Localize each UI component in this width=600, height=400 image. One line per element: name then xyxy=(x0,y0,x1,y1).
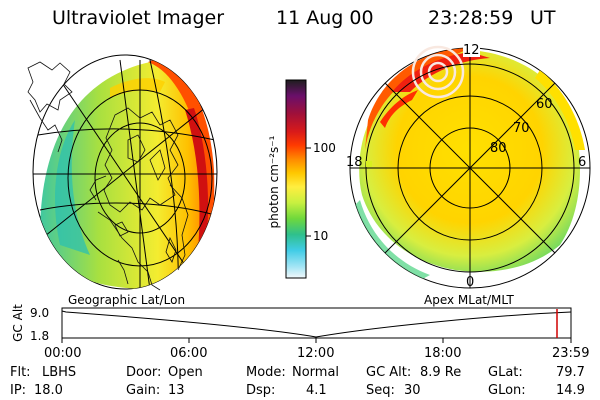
door-label: Door: xyxy=(126,365,162,380)
image-time: 23:28:59 xyxy=(428,7,514,29)
geographic-image xyxy=(27,54,218,291)
altitude-xtick-2359: 23:59 xyxy=(552,346,590,361)
colorbar-unit-label: photon cm⁻²s⁻¹ xyxy=(267,135,281,229)
seq-label: Seq: xyxy=(366,383,395,398)
altitude-plot xyxy=(61,307,572,343)
altitude-xtick-1200: 12:00 xyxy=(297,346,335,361)
colorbar xyxy=(285,79,311,279)
ip-label: IP: xyxy=(10,383,27,398)
dsp-value: 4.1 xyxy=(306,383,327,398)
geographic-label: Geographic Lat/Lon xyxy=(68,293,186,307)
gain-label: Gain: xyxy=(126,383,161,398)
filter-value: LBHS xyxy=(42,365,77,380)
lat-label-60: 60 xyxy=(536,97,553,112)
glon-value: 14.9 xyxy=(556,383,585,398)
seq-value: 30 xyxy=(404,383,421,398)
glon-label: GLon: xyxy=(488,383,526,398)
altitude-ytick-9: 9.0 xyxy=(30,306,50,320)
image-date: 11 Aug 00 xyxy=(276,7,374,29)
mode-value: Normal xyxy=(292,365,340,380)
ip-value: 18.0 xyxy=(34,383,63,398)
lat-label-70: 70 xyxy=(513,121,530,136)
gcalt-value: 8.9 Re xyxy=(420,365,462,380)
magnetic-label: Apex MLat/MLT xyxy=(424,293,514,307)
filter-label: Flt: xyxy=(10,365,31,380)
mlt-label-12: 12 xyxy=(463,43,480,58)
altitude-xtick-0000: 00:00 xyxy=(44,346,82,361)
door-value: Open xyxy=(168,365,203,380)
time-zone: UT xyxy=(530,7,556,29)
glat-value: 79.7 xyxy=(556,365,585,380)
mlt-label-0: 0 xyxy=(466,275,475,290)
altitude-ylabel: GC Alt xyxy=(11,304,25,342)
altitude-ytick-1: 1.8 xyxy=(30,329,50,343)
magnetic-image xyxy=(349,45,591,289)
mode-label: Mode: xyxy=(246,365,286,380)
instrument-title: Ultraviolet Imager xyxy=(52,7,225,29)
gain-value: 13 xyxy=(168,383,185,398)
gcalt-label: GC Alt: xyxy=(366,365,412,380)
colorbar-tick-100: 100 xyxy=(313,141,336,155)
dsp-label: Dsp: xyxy=(246,383,276,398)
lat-label-80: 80 xyxy=(490,141,507,156)
altitude-xtick-1800: 18:00 xyxy=(424,346,462,361)
colorbar-tick-10: 10 xyxy=(313,229,329,243)
mlt-label-18: 18 xyxy=(346,155,363,170)
altitude-xtick-0600: 06:00 xyxy=(170,346,208,361)
glat-label: GLat: xyxy=(488,365,523,380)
mlt-label-6: 6 xyxy=(578,155,587,170)
